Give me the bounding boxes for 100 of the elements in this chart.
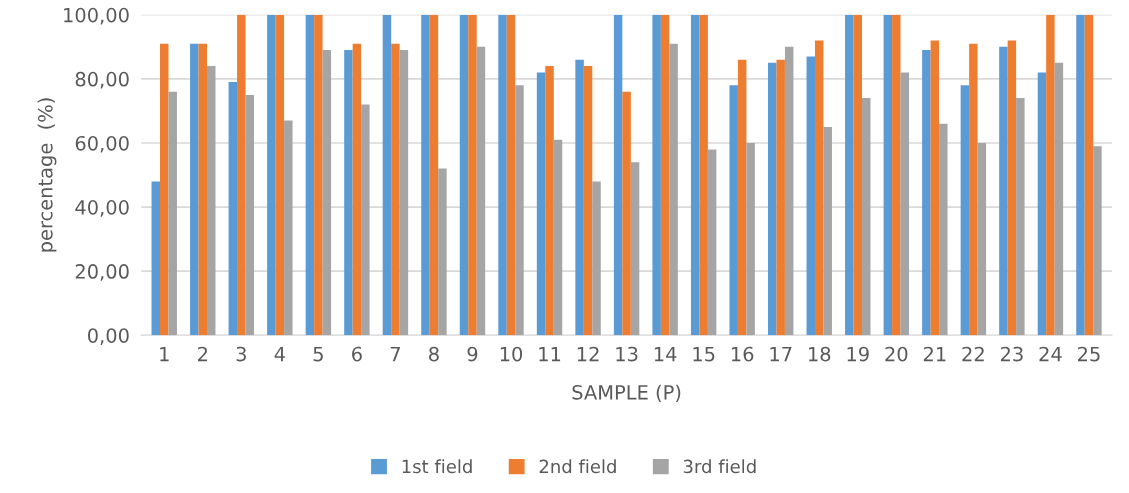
x-axis-title: SAMPLE (P) <box>572 384 681 402</box>
bar <box>939 123 948 336</box>
bar <box>583 66 593 336</box>
bar <box>506 14 516 336</box>
bar <box>1016 98 1025 336</box>
x-tick-label: 7 <box>390 346 400 362</box>
x-tick-label: 19 <box>847 346 869 362</box>
bar <box>613 14 623 336</box>
bar <box>1046 14 1055 336</box>
bar <box>1093 146 1102 336</box>
x-tick-label: 14 <box>654 346 677 362</box>
bar <box>784 46 794 336</box>
bar <box>669 43 678 336</box>
bar <box>284 120 293 336</box>
bar <box>399 50 409 336</box>
bar <box>883 14 893 336</box>
x-tick-label: 24 <box>1039 346 1062 362</box>
bar <box>1076 14 1085 336</box>
bar <box>314 14 323 336</box>
legend-label: 2nd field <box>539 459 616 474</box>
bar <box>322 50 332 336</box>
bar <box>707 149 717 336</box>
bar <box>352 43 362 336</box>
bar <box>468 14 477 336</box>
bar <box>592 181 601 336</box>
y-tick-label: 60,00 <box>75 135 129 153</box>
bar <box>151 181 160 336</box>
bar <box>1037 72 1047 336</box>
bar <box>575 59 584 336</box>
y-tick-label: 40,00 <box>75 200 129 217</box>
x-tick-label: 13 <box>616 346 638 362</box>
bar <box>1007 40 1017 336</box>
bar <box>815 40 824 336</box>
x-tick-label: 17 <box>770 346 792 362</box>
bar <box>660 14 670 336</box>
bar <box>862 98 871 336</box>
bar <box>344 50 353 336</box>
bar <box>776 59 785 336</box>
x-tick-label: 9 <box>467 346 478 362</box>
bar <box>806 56 815 336</box>
bar <box>198 43 208 336</box>
bar <box>459 14 469 336</box>
bar <box>237 14 246 336</box>
bar <box>1084 14 1094 336</box>
bar <box>267 14 276 336</box>
bar <box>553 139 563 336</box>
x-tick-label: 25 <box>1078 346 1100 362</box>
bar <box>168 91 177 336</box>
bar <box>969 43 978 336</box>
x-tick-label: 2 <box>198 346 208 362</box>
bar <box>768 62 777 336</box>
x-tick-label: 15 <box>693 346 715 362</box>
bar <box>977 142 987 336</box>
x-tick-label: 12 <box>577 346 599 362</box>
y-axis-title: percentage (%) <box>37 98 57 252</box>
bar <box>737 59 747 336</box>
x-tick-label: 22 <box>962 346 984 362</box>
bar <box>999 46 1008 336</box>
bar <box>930 40 940 336</box>
bar <box>652 14 661 336</box>
bar <box>536 72 546 336</box>
bar <box>245 94 255 336</box>
bar <box>729 85 738 336</box>
bar <box>391 43 400 336</box>
x-tick-label: 3 <box>236 346 246 362</box>
x-tick-label: 5 <box>313 346 323 362</box>
bar <box>361 104 370 336</box>
bar <box>190 43 199 336</box>
bar <box>275 14 285 336</box>
x-tick-label: 20 <box>885 346 908 362</box>
bar <box>515 85 524 336</box>
x-tick-label: 16 <box>731 346 754 362</box>
bar <box>853 14 863 336</box>
x-tick-label: 4 <box>274 346 285 362</box>
x-tick-label: 23 <box>1000 346 1023 362</box>
bar <box>305 14 315 336</box>
x-tick-label: 18 <box>809 346 831 362</box>
bar <box>690 14 700 336</box>
bar <box>498 14 507 336</box>
bar <box>900 72 910 336</box>
x-tick-label: 21 <box>923 346 946 362</box>
bar <box>845 14 854 336</box>
x-tick-label: 10 <box>500 346 523 362</box>
bar <box>438 168 447 336</box>
bar <box>960 85 970 336</box>
y-tick-label: 80,00 <box>75 71 129 89</box>
bar <box>421 14 430 336</box>
legend-label: 3rd field <box>683 459 756 474</box>
bar <box>207 66 216 336</box>
legend-label: 1st field <box>402 459 472 474</box>
x-tick-label: 6 <box>352 346 362 362</box>
bar <box>429 14 439 336</box>
bar <box>545 66 554 336</box>
y-tick-label: 20,00 <box>75 264 129 281</box>
bar <box>630 162 640 336</box>
x-tick-label: 11 <box>539 346 561 362</box>
bar <box>1054 62 1064 336</box>
y-tick-label: 0,00 <box>88 328 129 345</box>
y-tick-label: 100,00 <box>64 7 129 25</box>
bar <box>823 126 832 336</box>
